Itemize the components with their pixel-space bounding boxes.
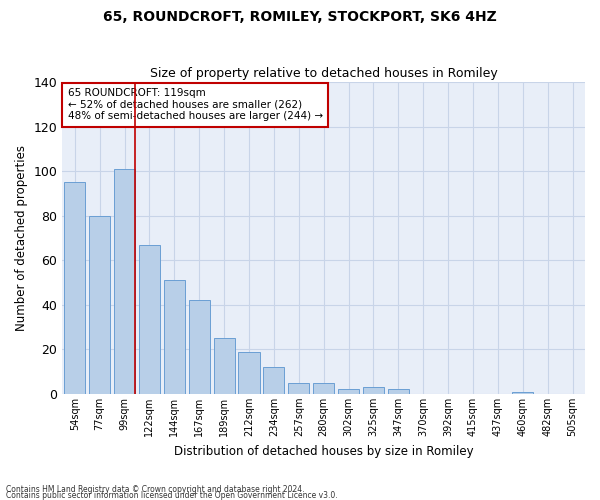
Text: Contains public sector information licensed under the Open Government Licence v3: Contains public sector information licen…	[6, 490, 338, 500]
Bar	[114, 169, 135, 394]
Bar	[89, 216, 110, 394]
Text: 65 ROUNDCROFT: 119sqm
← 52% of detached houses are smaller (262)
48% of semi-det: 65 ROUNDCROFT: 119sqm ← 52% of detached …	[68, 88, 323, 122]
Bar	[388, 390, 409, 394]
Bar	[188, 300, 210, 394]
Y-axis label: Number of detached properties: Number of detached properties	[15, 145, 28, 331]
Bar	[288, 383, 310, 394]
Bar	[139, 244, 160, 394]
Bar	[64, 182, 85, 394]
Bar	[238, 352, 260, 394]
X-axis label: Distribution of detached houses by size in Romiley: Distribution of detached houses by size …	[174, 444, 473, 458]
Bar	[512, 392, 533, 394]
Bar	[164, 280, 185, 394]
Text: Contains HM Land Registry data © Crown copyright and database right 2024.: Contains HM Land Registry data © Crown c…	[6, 485, 305, 494]
Bar	[338, 390, 359, 394]
Title: Size of property relative to detached houses in Romiley: Size of property relative to detached ho…	[150, 66, 497, 80]
Bar	[214, 338, 235, 394]
Text: 65, ROUNDCROFT, ROMILEY, STOCKPORT, SK6 4HZ: 65, ROUNDCROFT, ROMILEY, STOCKPORT, SK6 …	[103, 10, 497, 24]
Bar	[313, 383, 334, 394]
Bar	[263, 367, 284, 394]
Bar	[363, 387, 384, 394]
